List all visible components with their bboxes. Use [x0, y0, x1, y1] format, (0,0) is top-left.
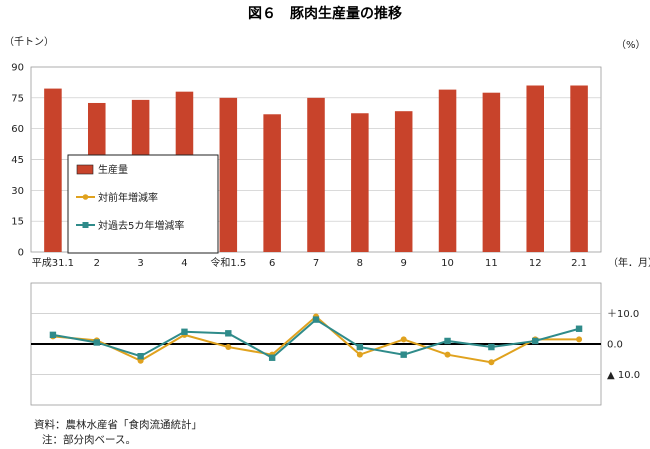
x-tick-label: 2.1: [571, 258, 587, 269]
x-tick-label: 7: [313, 258, 319, 269]
x-tick-label: 2: [94, 258, 100, 269]
x-tick-label: 10: [441, 258, 454, 269]
line-point-1-0: [49, 331, 57, 339]
legend-marker-5yr: [82, 222, 89, 228]
line-point-1-12: [575, 325, 583, 332]
line-series-1: [52, 318, 580, 359]
top-y-tick-labels: 0 15 30 45 60 75 90: [11, 63, 24, 259]
top-y-tick-label: 0: [18, 248, 24, 259]
legend-label-production: 生産量: [98, 163, 128, 176]
line-point-1-9: [444, 337, 451, 345]
line-point-0-12: [576, 336, 583, 343]
bar-7: [351, 113, 369, 252]
x-tick-label: 12: [529, 258, 542, 269]
bar-12: [570, 85, 588, 252]
line-point-0-7: [356, 351, 363, 358]
x-tick-label: 8: [357, 258, 363, 269]
left-unit-label: （千トン）: [4, 36, 54, 48]
footnote: 注：部分肉ベース。: [42, 434, 136, 446]
x-tick-label: 4: [181, 258, 187, 269]
bar-9: [438, 89, 457, 252]
right-unit-label: （%）: [616, 39, 646, 51]
x-tick-label: 6: [269, 258, 275, 269]
bar-8: [394, 111, 413, 252]
x-tick-label: 令和1.5: [210, 256, 246, 269]
top-y-tick-label: 45: [11, 155, 24, 166]
x-tick-label: 平成31.1: [32, 257, 74, 269]
bottom-y-tick-labels: ＋10.0 0.0 ▲ 10.0: [607, 309, 640, 381]
bottom-y-tick-label: ▲ 10.0: [607, 370, 640, 381]
line-point-1-5: [268, 354, 276, 361]
bar-10: [482, 92, 501, 252]
top-y-tick-label: 60: [11, 124, 24, 135]
bottom-gridlines: [31, 313, 601, 375]
line-series: [49, 313, 583, 366]
top-y-tick-label: 15: [11, 217, 24, 228]
line-point-0-8: [400, 336, 407, 343]
x-tick-labels: 平成31.1 2 3 4 令和1.5 6 7 8 9 10 11 12 2.1: [32, 256, 587, 269]
chart-title: 図６ 豚肉生産量の推移: [248, 5, 402, 22]
line-point-1-1: [93, 339, 100, 346]
legend-marker-yoy: [82, 194, 89, 200]
line-point-1-8: [400, 351, 407, 358]
bar-11: [526, 85, 544, 252]
line-point-1-3: [181, 328, 188, 335]
line-point-0-4: [225, 344, 232, 351]
bottom-y-tick-label: ＋10.0: [607, 309, 639, 320]
line-point-1-11: [532, 337, 539, 345]
x-tick-label: 9: [401, 258, 407, 269]
bar-5: [263, 114, 281, 253]
legend-label-5yr: 対過去5カ年増減率: [98, 219, 184, 232]
legend: 生産量 対前年増減率 対過去5カ年増減率: [67, 154, 219, 254]
top-y-tick-label: 30: [11, 186, 24, 197]
line-point-0-9: [444, 351, 451, 358]
line-point-1-10: [488, 343, 495, 351]
line-point-1-7: [356, 343, 364, 351]
line-point-1-4: [225, 330, 232, 337]
line-point-1-2: [137, 353, 144, 360]
line-series-0: [52, 315, 580, 364]
legend-swatch-production: [76, 164, 94, 175]
top-y-tick-label: 75: [11, 93, 24, 104]
bar-6: [307, 97, 325, 252]
line-point-1-6: [312, 316, 320, 323]
legend-label-yoy: 対前年増減率: [98, 191, 158, 204]
source-note: 資料：農林水産省「食肉流通統計」: [34, 419, 202, 431]
x-tick-label: 3: [137, 258, 143, 269]
x-tick-label: 11: [485, 258, 498, 269]
bar-0: [44, 88, 62, 252]
line-point-0-10: [488, 359, 495, 366]
x-unit-label: （年．月）: [608, 256, 650, 269]
bottom-y-tick-label: 0.0: [607, 340, 623, 351]
bar-4: [219, 97, 238, 252]
top-y-tick-label: 90: [11, 63, 24, 74]
